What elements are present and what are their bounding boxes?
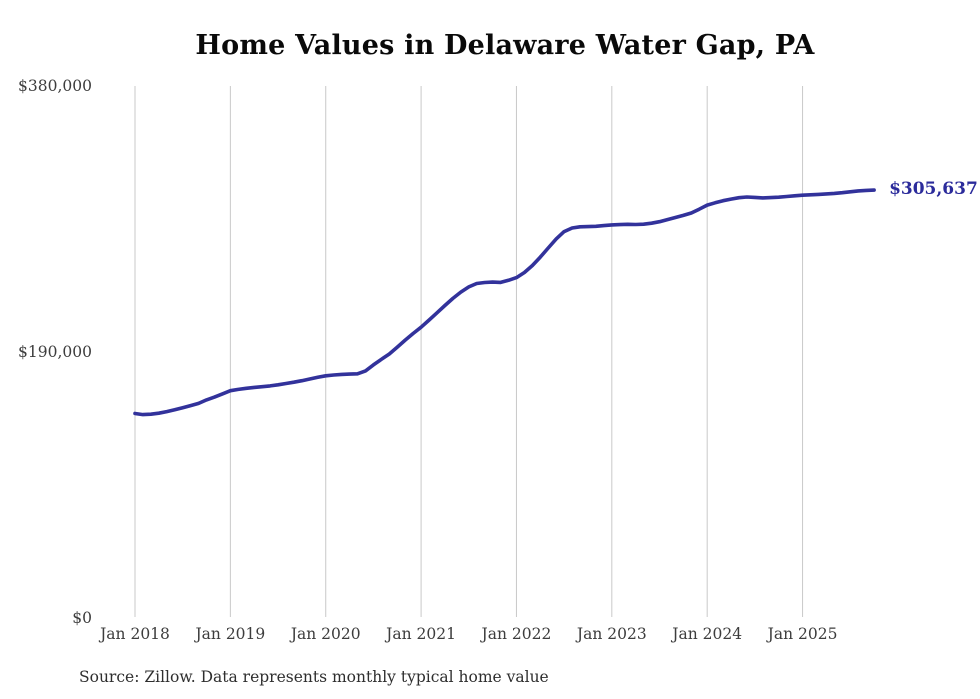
x-tick-label: Jan 2025: [767, 625, 838, 643]
current-value-label: $305,637: [889, 179, 978, 200]
x-tick-label: Jan 2023: [576, 625, 647, 643]
y-tick-label: $0: [72, 609, 92, 627]
source-note: Source: Zillow. Data represents monthly …: [79, 668, 549, 686]
x-tick-label: Jan 2020: [290, 625, 361, 643]
home-value-line: [133, 188, 876, 417]
x-tick-label: Jan 2019: [195, 625, 266, 643]
x-tick-label: Jan 2024: [672, 625, 743, 643]
x-tick-label: Jan 2018: [100, 625, 170, 643]
y-tick-label: $190,000: [18, 343, 92, 361]
x-tick-label: Jan 2022: [481, 625, 552, 643]
y-tick-label: $380,000: [18, 77, 92, 95]
chart-title: Home Values in Delaware Water Gap, PA: [195, 30, 815, 61]
x-tick-label: Jan 2021: [386, 625, 456, 643]
